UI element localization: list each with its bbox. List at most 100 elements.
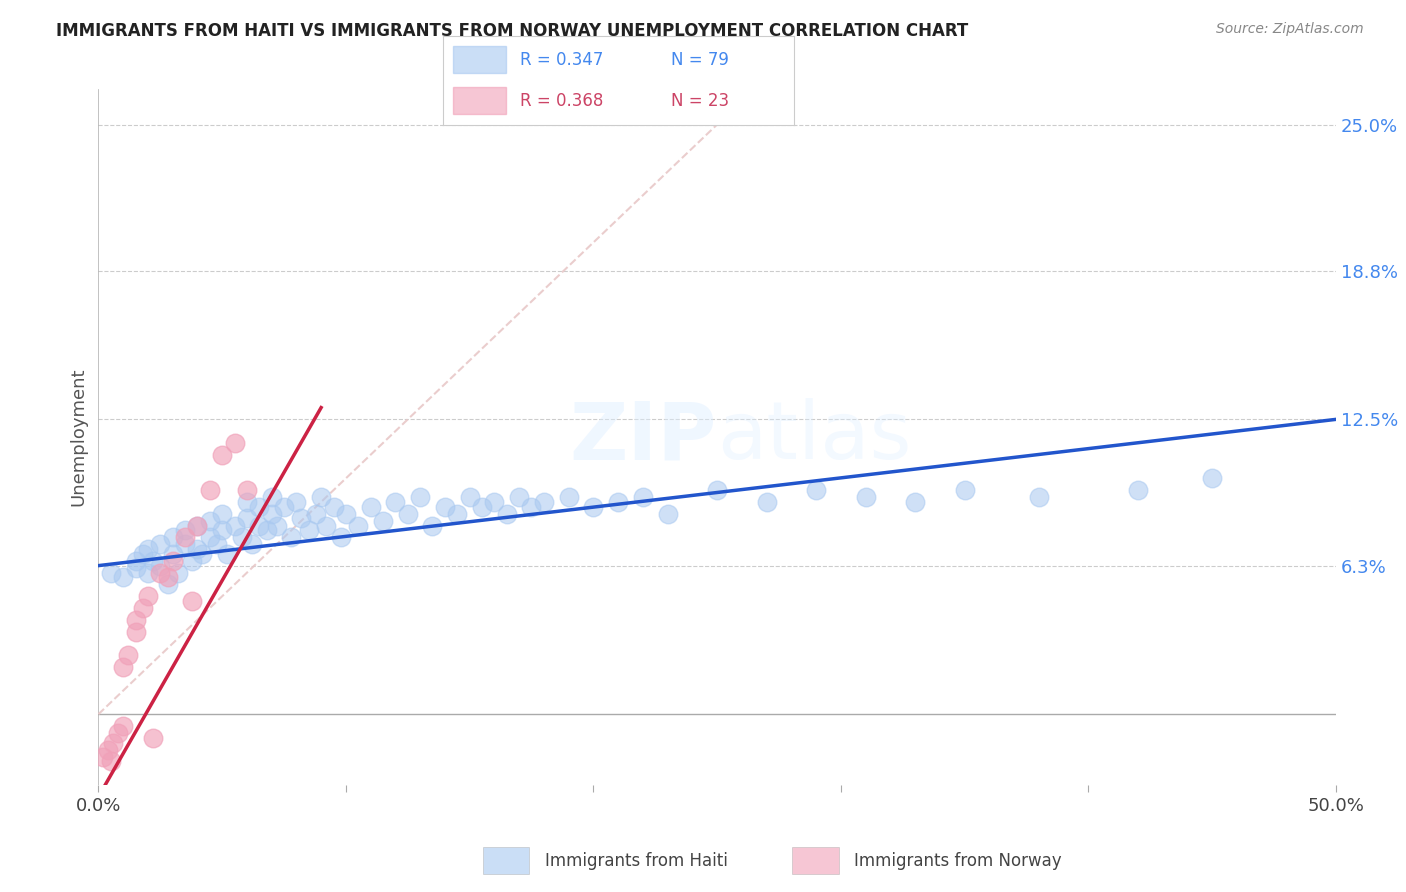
Point — [149, 558, 172, 573]
Point — [484, 495, 506, 509]
Point — [458, 490, 481, 504]
Point — [162, 530, 184, 544]
Point — [224, 436, 246, 450]
Point — [191, 547, 214, 561]
Point — [112, 660, 135, 674]
Point — [93, 749, 115, 764]
Point — [132, 601, 155, 615]
Point — [236, 495, 259, 509]
Text: Immigrants from Haiti: Immigrants from Haiti — [546, 852, 728, 870]
Point — [384, 495, 406, 509]
Point — [186, 518, 208, 533]
Text: IMMIGRANTS FROM HAITI VS IMMIGRANTS FROM NORWAY UNEMPLOYMENT CORRELATION CHART: IMMIGRANTS FROM HAITI VS IMMIGRANTS FROM… — [56, 22, 969, 40]
Point — [1126, 483, 1149, 497]
Point — [149, 566, 172, 580]
Point — [508, 490, 530, 504]
Point — [211, 448, 233, 462]
Point — [198, 530, 221, 544]
Point — [285, 495, 308, 509]
Text: R = 0.368: R = 0.368 — [520, 92, 603, 110]
Point — [520, 500, 543, 514]
Point — [149, 537, 172, 551]
Point — [855, 490, 877, 504]
Point — [112, 570, 135, 584]
Point — [236, 483, 259, 497]
FancyBboxPatch shape — [793, 847, 838, 874]
Point — [224, 518, 246, 533]
Point — [97, 742, 120, 756]
Text: atlas: atlas — [717, 398, 911, 476]
Text: ZIP: ZIP — [569, 398, 717, 476]
Point — [107, 726, 129, 740]
Point — [124, 624, 146, 639]
FancyBboxPatch shape — [453, 46, 506, 73]
Point — [953, 483, 976, 497]
Point — [631, 490, 654, 504]
Point — [290, 511, 312, 525]
Point — [186, 542, 208, 557]
Point — [142, 731, 165, 745]
Point — [117, 648, 139, 663]
Point — [112, 719, 135, 733]
Point — [174, 530, 197, 544]
Point — [260, 490, 283, 504]
Point — [495, 507, 517, 521]
Point — [186, 518, 208, 533]
Point — [162, 547, 184, 561]
Point — [422, 518, 444, 533]
Point — [236, 511, 259, 525]
Y-axis label: Unemployment: Unemployment — [69, 368, 87, 507]
Point — [347, 518, 370, 533]
Point — [256, 523, 278, 537]
Text: Source: ZipAtlas.com: Source: ZipAtlas.com — [1216, 22, 1364, 37]
Point — [315, 518, 337, 533]
Point — [136, 589, 159, 603]
FancyBboxPatch shape — [484, 847, 530, 874]
Point — [181, 554, 204, 568]
Point — [198, 483, 221, 497]
Point — [124, 613, 146, 627]
Point — [231, 530, 253, 544]
Point — [162, 554, 184, 568]
Point — [205, 537, 228, 551]
Text: N = 23: N = 23 — [671, 92, 730, 110]
Point — [471, 500, 494, 514]
Point — [132, 547, 155, 561]
Point — [305, 507, 328, 521]
Point — [124, 554, 146, 568]
Text: Immigrants from Norway: Immigrants from Norway — [855, 852, 1062, 870]
Point — [156, 577, 179, 591]
Point — [247, 500, 270, 514]
Point — [211, 507, 233, 521]
Point — [533, 495, 555, 509]
Point — [309, 490, 332, 504]
Point — [247, 518, 270, 533]
Point — [266, 518, 288, 533]
Point — [174, 537, 197, 551]
Point — [396, 507, 419, 521]
Point — [136, 566, 159, 580]
Point — [260, 507, 283, 521]
Point — [142, 554, 165, 568]
Point — [607, 495, 630, 509]
Point — [433, 500, 456, 514]
Point — [156, 570, 179, 584]
Point — [371, 514, 394, 528]
Point — [298, 523, 321, 537]
Point — [100, 755, 122, 769]
Point — [904, 495, 927, 509]
Text: N = 79: N = 79 — [671, 51, 730, 69]
Point — [1201, 471, 1223, 485]
Point — [136, 542, 159, 557]
Point — [198, 514, 221, 528]
FancyBboxPatch shape — [453, 87, 506, 114]
Point — [657, 507, 679, 521]
Point — [217, 547, 239, 561]
Point — [360, 500, 382, 514]
Point — [706, 483, 728, 497]
Point — [166, 566, 188, 580]
Point — [240, 537, 263, 551]
Point — [409, 490, 432, 504]
Point — [446, 507, 468, 521]
Point — [174, 523, 197, 537]
